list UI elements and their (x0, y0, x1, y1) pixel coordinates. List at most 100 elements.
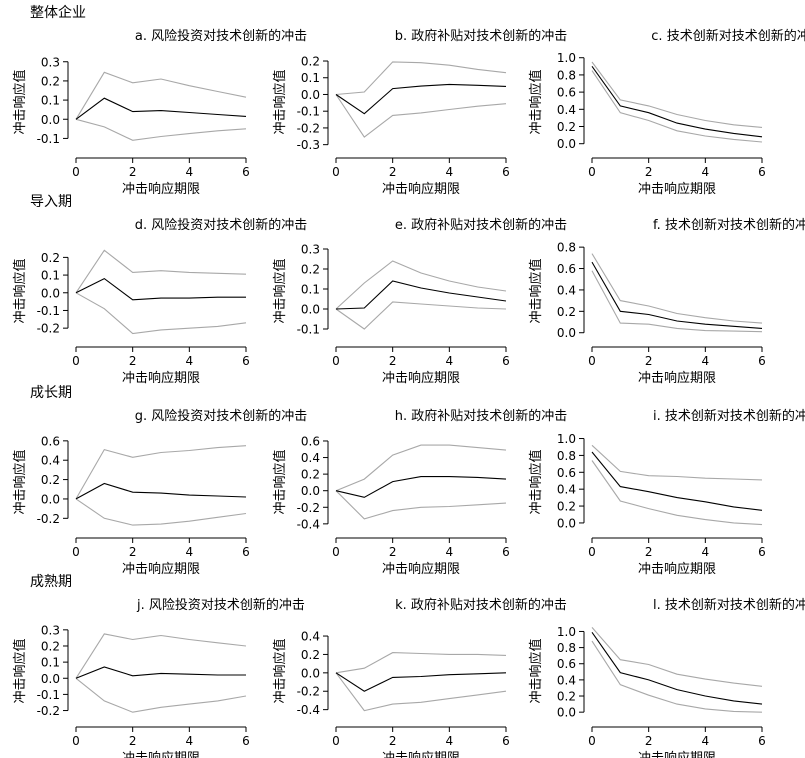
y-tick-label: 1.0 (557, 432, 576, 446)
x-tick-label: 2 (389, 354, 397, 368)
chart-title: l. 技术创新对技术创新的冲击 (653, 597, 805, 613)
y-tick-label: 0.3 (41, 623, 60, 637)
x-tick-label: 2 (389, 545, 397, 559)
y-axis-title: 冲击响应值 (528, 258, 544, 323)
x-tick-label: 2 (129, 545, 137, 559)
y-tick-label: 0.8 (557, 449, 576, 463)
chart-panel: h. 政府补贴对技术创新的冲击 -0.4 -0.2 0.0 0.2 0.4 0.6 0 2 4 6 冲… (272, 408, 567, 577)
chart-panel: i. 技术创新对技术创新的冲击 0.0 0.2 0.4 0.6 0.8 1.0 0 2 4 6 冲击响… (528, 408, 805, 577)
y-tick-label: 0.4 (557, 103, 576, 117)
x-tick-label: 4 (702, 545, 710, 559)
series-upper-band (591, 627, 763, 687)
y-tick-label: 0.4 (557, 673, 576, 687)
series-response (335, 83, 507, 115)
chart-panel: a. 风险投资对技术创新的冲击 -0.1 0.0 0.1 0.2 0.3 0 2 4 6 冲击响应期… (12, 28, 307, 197)
x-axis-title: 冲击响应期限 (122, 370, 200, 386)
chart-panel: c. 技术创新对技术创新的冲击 0.0 0.2 0.4 0.6 0.8 1.0 0 2 4 6 冲击响… (528, 28, 805, 197)
y-tick-label: -0.1 (37, 304, 60, 318)
y-tick-label: 0.0 (557, 326, 576, 340)
y-tick-label: 0.0 (301, 484, 320, 498)
y-axis-title: 冲击响应值 (272, 449, 288, 514)
x-axis-title: 冲击响应期限 (122, 181, 200, 197)
x-tick-label: 2 (645, 545, 653, 559)
y-tick-label: 0.2 (41, 473, 60, 487)
series-response (591, 451, 763, 511)
x-tick-label: 0 (332, 165, 340, 179)
y-tick-label: -0.2 (37, 322, 60, 336)
x-tick-label: 2 (129, 165, 137, 179)
y-axis-title: 冲击响应值 (12, 258, 28, 323)
x-tick-label: 4 (446, 545, 454, 559)
y-tick-label: 0.2 (557, 120, 576, 134)
x-tick-label: 6 (502, 354, 510, 368)
x-axis-title: 冲击响应期限 (382, 181, 460, 197)
series-lower-band (591, 70, 763, 143)
x-tick-label: 6 (758, 734, 766, 748)
y-tick-label: -0.2 (297, 685, 320, 699)
series-upper-band (75, 633, 247, 679)
y-tick-label: 0.0 (41, 672, 60, 686)
x-tick-label: 6 (758, 354, 766, 368)
series-lower-band (335, 490, 507, 520)
chart-title: g. 风险投资对技术创新的冲击 (135, 408, 308, 424)
x-tick-label: 6 (242, 354, 250, 368)
x-tick-label: 0 (72, 354, 80, 368)
series-response (75, 666, 246, 679)
y-tick-label: 0.0 (301, 666, 320, 680)
y-tick-label: 0.6 (301, 434, 320, 448)
y-tick-label: 0.0 (301, 88, 320, 102)
group-label-growth: 成长期 (30, 385, 72, 401)
y-tick-label: 0.1 (41, 269, 60, 283)
x-tick-label: 2 (645, 354, 653, 368)
x-tick-label: 2 (645, 165, 653, 179)
x-tick-label: 6 (502, 165, 510, 179)
chart-title: k. 政府补贴对技术创新的冲击 (395, 597, 567, 613)
x-tick-label: 6 (242, 545, 250, 559)
x-tick-label: 2 (129, 734, 137, 748)
chart-title: i. 技术创新对技术创新的冲击 (653, 408, 805, 424)
series-upper-band (75, 445, 247, 500)
y-axis-title: 冲击响应值 (12, 449, 28, 514)
x-tick-label: 6 (502, 545, 510, 559)
series-upper-band (591, 444, 763, 481)
x-tick-label: 0 (72, 165, 80, 179)
series-lower-band (75, 677, 247, 713)
y-tick-label: 0.0 (301, 303, 320, 317)
x-tick-label: 0 (72, 545, 80, 559)
y-tick-label: 0.6 (557, 86, 576, 100)
y-tick-label: -0.3 (297, 138, 320, 152)
y-axis-title: 冲击响应值 (272, 638, 288, 703)
x-axis-title: 冲击响应期限 (638, 370, 716, 386)
y-tick-label: -0.4 (297, 517, 320, 531)
series-upper-band (591, 61, 763, 128)
series-response (335, 280, 507, 310)
y-tick-label: 0.0 (557, 706, 576, 720)
y-tick-label: 0.4 (41, 454, 60, 468)
x-tick-label: 6 (758, 545, 766, 559)
y-tick-label: 0.1 (41, 94, 60, 108)
series-lower-band (75, 498, 247, 526)
group-label-overall: 整体企业 (30, 5, 86, 21)
y-tick-label: 0.8 (557, 241, 576, 255)
y-axis-title: 冲击响应值 (528, 449, 544, 514)
x-tick-label: 4 (702, 165, 710, 179)
chart-panel: e. 政府补贴对技术创新的冲击 -0.1 0.0 0.1 0.2 0.3 0 2 4 6 冲击响应期… (272, 217, 567, 386)
x-tick-label: 4 (446, 354, 454, 368)
x-tick-label: 6 (502, 734, 510, 748)
y-tick-label: -0.1 (37, 132, 60, 146)
y-tick-label: 0.1 (41, 656, 60, 670)
y-tick-label: 0.2 (301, 263, 320, 277)
series-upper-band (335, 61, 507, 96)
x-tick-label: 2 (645, 734, 653, 748)
y-tick-label: -0.1 (297, 105, 320, 119)
y-tick-label: 0.3 (301, 243, 320, 257)
x-tick-label: 4 (702, 354, 710, 368)
chart-panel: g. 风险投资对技术创新的冲击 -0.2 0.0 0.2 0.4 0.6 0 2 4 6 冲击响应期… (12, 408, 307, 577)
chart-title: a. 风险投资对技术创新的冲击 (135, 28, 307, 44)
y-tick-label: 0.4 (301, 451, 320, 465)
y-axis-title: 冲击响应值 (528, 69, 544, 134)
series-lower-band (591, 460, 763, 526)
chart-title: h. 政府补贴对技术创新的冲击 (395, 408, 568, 424)
x-tick-label: 0 (588, 545, 596, 559)
series-upper-band (75, 249, 247, 294)
